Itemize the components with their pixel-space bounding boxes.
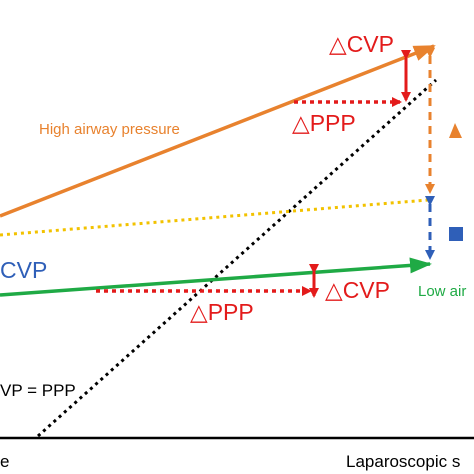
cvp-equals-ppp-label: VP = PPP: [0, 381, 76, 400]
delta-ppp-top-label: △PPP: [292, 110, 356, 136]
x-axis-right-label: Laparoscopic s: [346, 452, 460, 471]
delta-ppp-bottom-label: △PPP: [190, 299, 254, 325]
delta-cvp-top-label: △CVP: [329, 31, 394, 57]
low-airway-label: Low air: [418, 283, 466, 300]
cvp-left-label: CVP: [0, 257, 47, 283]
orange-triangle-icon: [449, 123, 462, 138]
blue-square-icon: [449, 227, 463, 241]
x-axis-left-label: e: [0, 452, 9, 471]
high-airway-pressure-label: High airway pressure: [39, 121, 180, 138]
delta-cvp-bottom-label: △CVP: [325, 277, 390, 303]
low-airway-pressure-arrow: [0, 257, 432, 297]
identity-dotted-line: [36, 78, 438, 438]
high-airway-pressure-arrow: [0, 44, 436, 218]
yellow-dotted-line: [0, 198, 429, 237]
